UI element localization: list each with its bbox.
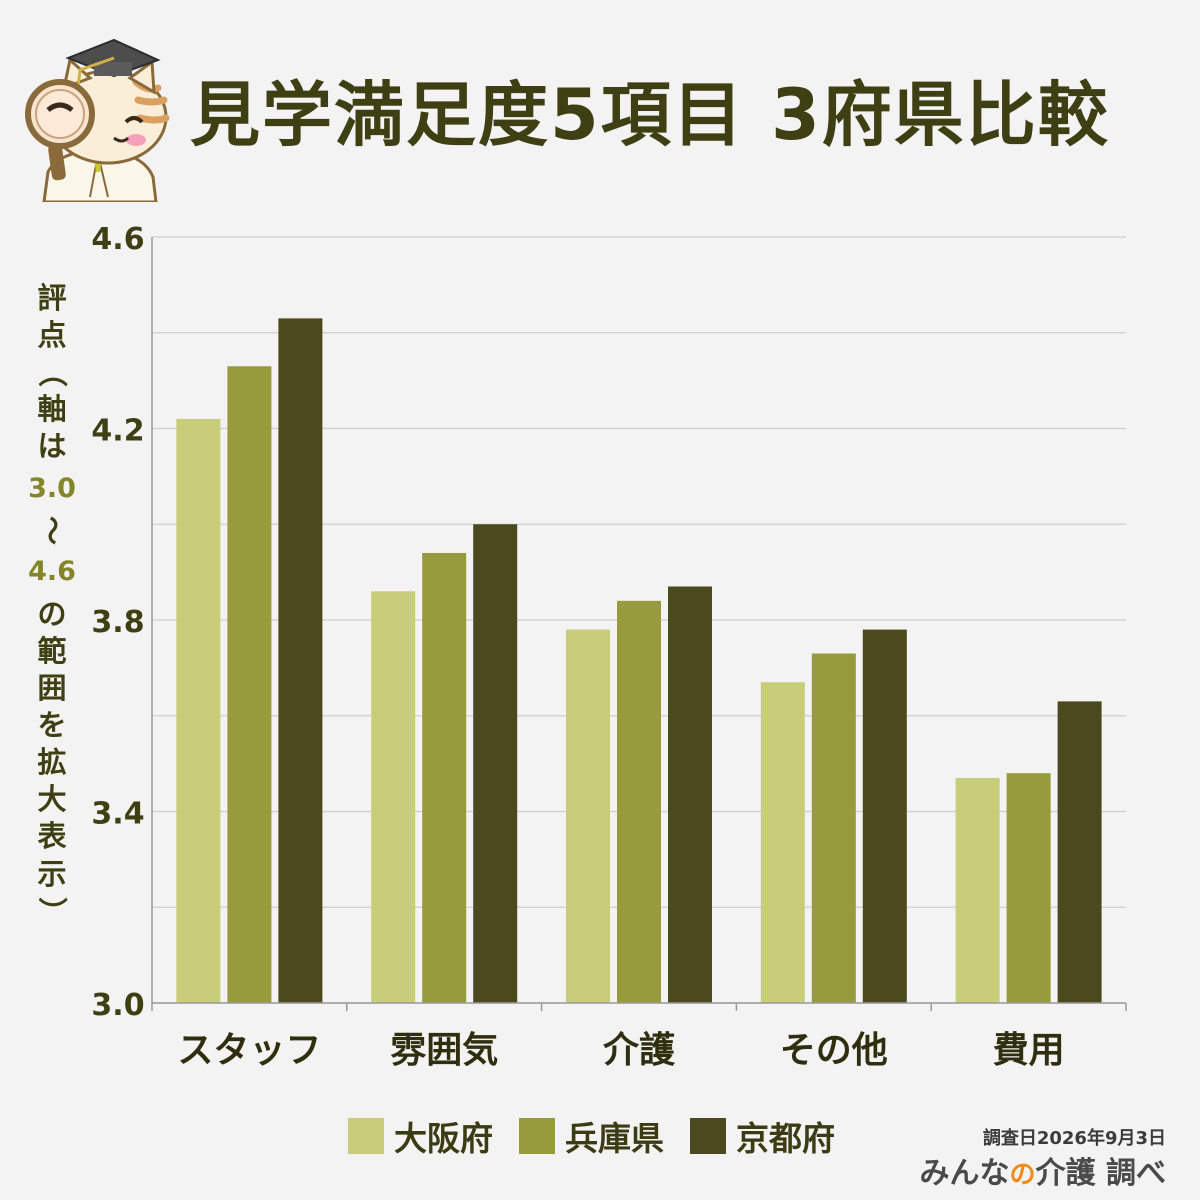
bar	[278, 318, 323, 1003]
y-tick-label: 3.8	[91, 605, 144, 640]
legend-label-osaka: 大阪府	[394, 1119, 493, 1158]
legend-item-hyogo: 兵庫県	[519, 1112, 664, 1160]
y-axis-label-char: 大	[37, 782, 67, 817]
x-tick-label: スタッフ	[177, 1030, 321, 1071]
bar	[760, 682, 805, 1003]
x-tick-label: 雰囲気	[390, 1030, 498, 1071]
brand-part-1: みんな	[919, 1156, 1010, 1191]
y-axis-label-char: 軸	[37, 392, 67, 427]
chart-title: 見学満足度5項目 3府県比較	[190, 74, 1110, 156]
y-axis-label-char: は	[37, 429, 67, 464]
y-tick-label: 4.6	[91, 222, 144, 257]
x-tick-label: 費用	[993, 1030, 1065, 1071]
legend: 大阪府 兵庫県 京都府	[348, 1112, 835, 1160]
legend-label-hyogo: 兵庫県	[565, 1119, 664, 1158]
y-tick-label: 3.4	[91, 797, 144, 832]
bar	[862, 629, 907, 1003]
bar	[422, 552, 467, 1003]
y-axis-label-char: を	[37, 708, 67, 743]
y-axis-label-char: 拡	[37, 745, 67, 780]
bar	[176, 418, 221, 1003]
brand-part-4: 調べ	[1095, 1156, 1166, 1191]
bar	[811, 653, 856, 1003]
bar	[668, 586, 712, 1003]
cat-professor-mascot-icon	[25, 38, 170, 202]
bar	[371, 591, 416, 1003]
y-tick-label: 3.0	[91, 988, 144, 1023]
survey-date: 調査日2026年9月3日	[982, 1128, 1166, 1149]
bar	[566, 629, 610, 1003]
bar	[227, 366, 272, 1003]
bar	[473, 524, 518, 1003]
y-axis-label-char: 囲	[37, 670, 67, 705]
y-axis-label-char: 表	[37, 819, 67, 854]
y-tick-label: 4.2	[91, 414, 144, 449]
legend-item-osaka: 大阪府	[348, 1112, 493, 1160]
bar	[617, 600, 661, 1003]
brand-part-3: 介護	[1035, 1156, 1096, 1191]
legend-swatch-kyoto	[690, 1118, 726, 1154]
y-axis-label-char: 点	[37, 318, 67, 353]
x-tick-label: その他	[780, 1030, 888, 1071]
y-axis-label-max: 4.6	[28, 556, 76, 588]
bar	[1057, 701, 1102, 1003]
x-tick-label: 介護	[603, 1030, 676, 1071]
legend-label-kyoto: 京都府	[736, 1119, 835, 1158]
y-axis-label-min: 3.0	[28, 472, 76, 504]
y-axis-label-char: 評	[37, 281, 67, 315]
bar	[1006, 773, 1051, 1003]
y-axis-label-char: 範	[37, 633, 67, 668]
legend-item-kyoto: 京都府	[690, 1112, 835, 1160]
y-axis-label: 評 点 （ 軸 は 3.0 〜 4.6 の 範 囲 を 拡 大 表 示 ）	[28, 280, 76, 930]
legend-swatch-hyogo	[519, 1118, 555, 1154]
bar-chart: 3.0 3.4 3.8 4.2 4.6 スタッフ 雰囲気 介護 その他 費用	[91, 222, 1127, 1071]
y-axis-label-char: の	[37, 596, 67, 631]
brand-part-2: の	[1009, 1160, 1036, 1190]
y-axis-label-char: 示	[37, 856, 67, 891]
bar	[955, 777, 1000, 1003]
legend-swatch-osaka	[348, 1118, 384, 1154]
brand-credit: みんなの介護 調べ	[920, 1148, 1166, 1192]
